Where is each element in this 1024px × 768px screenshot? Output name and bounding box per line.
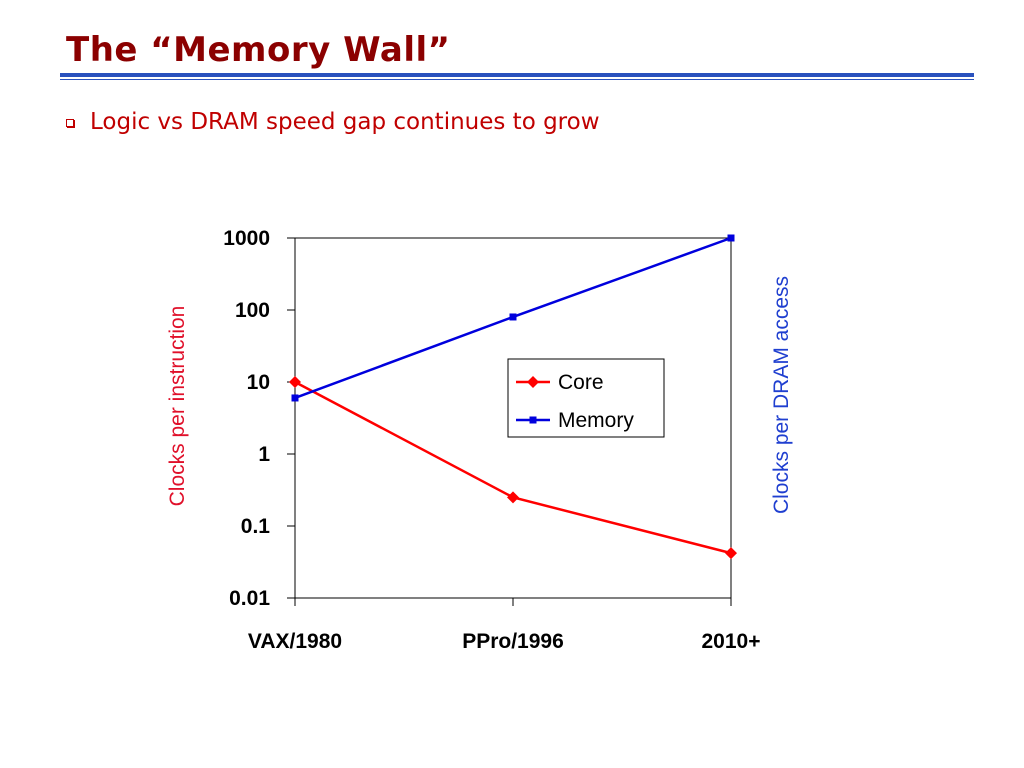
legend-label-core: Core [558, 371, 604, 394]
title-underline [60, 73, 974, 77]
title-underline-thin [60, 79, 974, 80]
y-tick-label: 1000 [223, 227, 270, 250]
bullet-text: Logic vs DRAM speed gap continues to gro… [90, 109, 600, 135]
data-point-core [507, 491, 519, 504]
slide-title: The “Memory Wall” [66, 30, 451, 70]
y-tick-label: 0.01 [229, 587, 270, 610]
y-tick-label: 100 [235, 299, 270, 322]
x-tick-label: VAX/1980 [248, 630, 342, 653]
legend-label-memory: Memory [558, 409, 634, 432]
square-bullet-icon [66, 119, 74, 127]
y-axis-title-left: Clocks per instruction [166, 306, 189, 507]
y-tick-label: 0.1 [241, 515, 271, 538]
legend-box [507, 358, 665, 438]
y-tick-label: 10 [247, 371, 270, 394]
data-point-memory [291, 394, 299, 402]
x-tick-label: 2010+ [702, 630, 761, 653]
x-tick-label: PPro/1996 [462, 630, 564, 653]
data-point-core [289, 376, 301, 388]
y-axis-title-right: Clocks per DRAM access [770, 276, 793, 514]
y-tick-label: 1 [258, 443, 270, 466]
chart-legend: Core Memory [507, 358, 665, 438]
legend-marker-memory [529, 416, 537, 424]
legend-marker-core [527, 376, 539, 388]
chart-series [289, 234, 737, 560]
bullet-item: Logic vs DRAM speed gap continues to gro… [66, 109, 600, 135]
chart-ticks: 1000 100 10 1 0.1 0.01 VAX/1980 PPro/1996 2010+ [223, 227, 760, 653]
data-point-memory [509, 313, 517, 321]
data-point-memory [727, 234, 735, 242]
data-point-core [725, 547, 737, 560]
